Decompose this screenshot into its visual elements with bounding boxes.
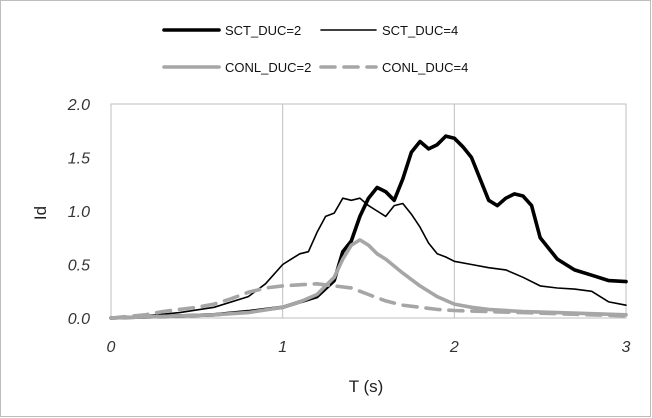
y-tick-label: 0.0 <box>68 311 90 328</box>
series-line-sct-duc-4 <box>110 197 627 319</box>
y-tick-label: 2.0 <box>67 97 90 114</box>
x-tick-label: 0 <box>107 339 116 356</box>
x-tick-label: 2 <box>449 339 459 356</box>
x-tick-label: 3 <box>622 339 631 356</box>
legend: SCT_DUC=2 SCT_DUC=4 CONL_DUC=2 CONL_DUC=4 <box>162 23 468 75</box>
y-axis-label: Id <box>31 206 50 220</box>
legend-label: CONL_DUC=4 <box>382 60 468 75</box>
y-axis-ticks: 0.0 0.5 1.0 1.5 2.0 <box>67 97 90 328</box>
y-tick-label: 0.5 <box>68 258 90 275</box>
x-tick-label: 1 <box>278 339 287 356</box>
legend-label: CONL_DUC=2 <box>225 60 311 75</box>
series-line-conl-duc-4 <box>109 281 628 320</box>
plot-border <box>110 103 627 319</box>
y-tick-label: 1.0 <box>68 204 90 221</box>
series-line-sct-duc-2 <box>109 134 628 320</box>
vertical-gridlines <box>282 104 455 318</box>
series-layer <box>109 134 628 320</box>
x-axis-label: T (s) <box>349 377 384 396</box>
series-line-conl-duc-2 <box>109 238 628 320</box>
x-axis-ticks: 0 1 2 3 <box>107 339 631 356</box>
legend-label: SCT_DUC=2 <box>225 23 301 38</box>
legend-label: SCT_DUC=4 <box>382 23 458 38</box>
y-tick-label: 1.5 <box>68 151 90 168</box>
plot-area <box>110 103 627 319</box>
